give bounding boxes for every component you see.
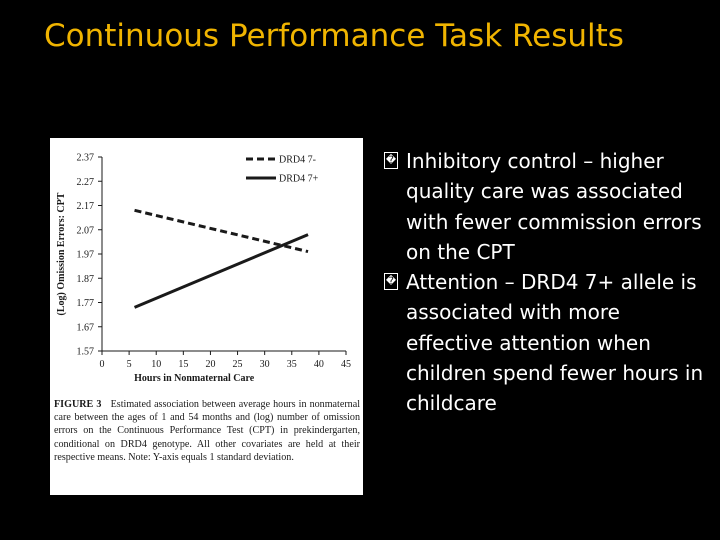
- bullet-glyph-icon: �: [384, 152, 398, 169]
- line-chart: 2.37 2.27 2.17 2.07 1.97 1.87 1.77 1.67 1.57 0 5 10…: [56, 153, 351, 385]
- x-tick-label: 20: [205, 359, 215, 370]
- x-tick-label: 0: [100, 359, 105, 370]
- x-tick-label: 5: [127, 359, 132, 370]
- series-line-drd4-7-plus: [133, 233, 309, 309]
- y-tick-label: 2.17: [77, 201, 95, 212]
- y-tick-label: 2.27: [77, 177, 95, 188]
- slide-title: Continuous Performance Task Results: [44, 18, 624, 54]
- x-tick-label: 35: [287, 359, 297, 370]
- figure-caption-text: Estimated association between average ho…: [54, 399, 361, 463]
- y-axis-label: (Log) Omission Errors: CPT: [56, 192, 67, 315]
- figure-caption-label: FIGURE 3: [54, 399, 102, 410]
- series-line-drd4-7-minus: [134, 208, 309, 254]
- legend-label: DRD4 7+: [279, 174, 319, 185]
- x-tick-label: 40: [314, 359, 324, 370]
- figure-caption: FIGURE 3 Estimated association between a…: [54, 398, 360, 464]
- bullet-item-inhibitory: � Inhibitory control – higher quality ca…: [384, 146, 704, 267]
- x-axis-label: Hours in Nonmaternal Care: [134, 373, 255, 384]
- y-tick-label: 1.77: [77, 298, 95, 309]
- x-tick-label: 25: [233, 359, 243, 370]
- x-tick-label: 30: [260, 359, 270, 370]
- x-tick-label: 15: [178, 359, 188, 370]
- figure-panel: 2.37 2.27 2.17 2.07 1.97 1.87 1.77 1.67 1.57 0 5 10…: [50, 138, 363, 495]
- y-tick-label: 1.97: [77, 250, 95, 261]
- bullet-item-attention: � Attention – DRD4 7+ allele is associat…: [384, 267, 704, 418]
- x-tick-label: 10: [151, 359, 161, 370]
- y-tick-label: 1.87: [77, 274, 95, 285]
- bullet-text-inhibitory: Inhibitory control – higher quality care…: [406, 149, 702, 264]
- y-tick-label: 2.37: [77, 153, 95, 164]
- bullet-text-attention: Attention – DRD4 7+ allele is associated…: [406, 270, 704, 416]
- title-band: Continuous Performance Task Results: [0, 0, 720, 112]
- legend-label: DRD4 7-: [279, 155, 316, 166]
- y-tick-label: 2.07: [77, 225, 95, 236]
- y-tick-label: 1.57: [77, 347, 95, 358]
- x-tick-label: 45: [341, 359, 351, 370]
- y-tick-label: 1.67: [77, 322, 95, 333]
- bullet-list: � Inhibitory control – higher quality ca…: [384, 146, 704, 419]
- bullet-glyph-icon: �: [384, 273, 398, 291]
